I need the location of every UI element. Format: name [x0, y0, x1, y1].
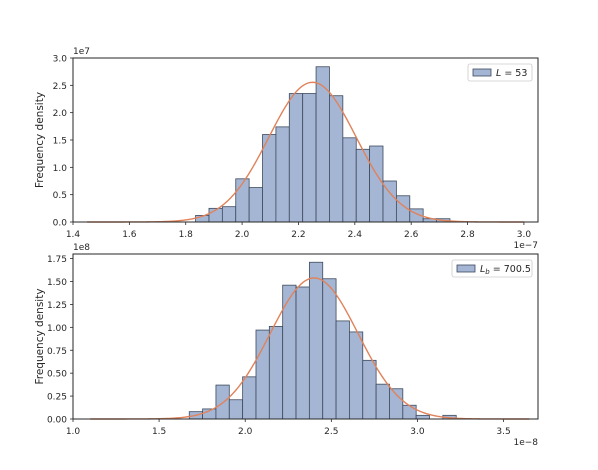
top-histogram-bar-4	[235, 178, 250, 223]
bottom-histogram-bar-17	[402, 404, 417, 420]
top-histogram-bar-6	[262, 134, 277, 223]
bottom-axes-frame	[72, 253, 539, 420]
bottom-histogram-bar-5	[242, 376, 257, 420]
bottom-histogram-bar-15	[375, 383, 390, 420]
top-legend: L = 53	[467, 63, 533, 82]
bottom-y-tick-label: 1.00	[47, 324, 67, 334]
top-x-tick-label: 2.0	[235, 230, 250, 240]
bottom-histogram-bar-13	[349, 331, 364, 420]
top-x-offset-label: 1e−7	[513, 241, 538, 251]
bottom-x-offset-label: 1e−8	[513, 438, 538, 448]
top-histogram-bar-12	[342, 137, 357, 223]
bottom-legend-label: Lb = 700.5	[480, 264, 531, 276]
bottom-y-tick-label: 0.50	[47, 370, 67, 380]
top-histogram-bar-5	[248, 187, 263, 223]
top-y-tick-label: 0.0	[53, 219, 68, 229]
top-x-tick-label: 1.6	[122, 230, 137, 240]
top-legend-box	[467, 63, 533, 82]
top-x-tick-label: 2.8	[460, 230, 475, 240]
bottom-histogram-bar-16	[389, 388, 404, 420]
top-histogram-bar-8	[288, 93, 304, 223]
top-y-tick-label: 1.5	[53, 137, 67, 147]
bottom-histogram-bar-14	[362, 359, 377, 420]
bottom-y-tick-label: 0.75	[47, 347, 67, 357]
bottom-histogram-bar-12	[335, 320, 350, 420]
bottom-y-tick-label: 1.50	[47, 278, 67, 288]
top-subplot: 0.0 0.5 1.0 1.5 2.0 2.5 3.0 1.4 1.6 1.8 2.0 2.2 2.4…	[34, 47, 539, 251]
bottom-histogram-bar-10	[308, 261, 324, 420]
top-histogram-bar-9	[302, 93, 317, 223]
top-x-tick-label: 2.4	[348, 230, 363, 240]
top-legend-swatch	[472, 68, 492, 77]
bottom-histogram-bar-6	[255, 329, 270, 420]
top-x-tick-label: 1.4	[66, 230, 81, 240]
bottom-y-tick-label: 1.75	[47, 255, 67, 265]
bottom-legend-swatch	[456, 264, 476, 273]
top-histogram-bars	[195, 66, 451, 223]
bottom-legend-box	[451, 259, 533, 278]
top-histogram-bar-7	[275, 126, 290, 223]
top-axes-frame	[72, 57, 539, 223]
bottom-y-tick-label: 0.00	[47, 416, 67, 426]
bottom-histogram-bars	[188, 261, 457, 420]
bottom-x-tick-label: 2.5	[324, 427, 338, 437]
bottom-histogram-bar-7	[268, 326, 284, 420]
top-x-tick-label: 3.0	[517, 230, 532, 240]
top-histogram-bar-3	[221, 206, 237, 223]
bottom-histogram-bar-9	[295, 286, 310, 420]
bottom-x-tick-label: 1.5	[152, 427, 166, 437]
bottom-y-axis-label: Frequency density	[34, 288, 46, 384]
top-x-tick-label: 1.8	[179, 230, 194, 240]
top-y-offset-label: 1e7	[73, 47, 90, 57]
top-x-tick-label: 2.6	[404, 230, 419, 240]
bottom-x-tick-label: 1.0	[66, 427, 81, 437]
bottom-histogram-bar-4	[228, 399, 244, 420]
top-y-tick-label: 0.5	[53, 191, 67, 201]
bottom-y-tick-label: 1.25	[47, 301, 67, 311]
top-histogram-bar-11	[329, 95, 344, 223]
bottom-histogram-bar-11	[322, 278, 337, 420]
top-legend-label: L = 53	[496, 68, 527, 79]
bottom-histogram-bar-18	[415, 414, 430, 420]
top-y-axis-label: Frequency density	[34, 92, 46, 188]
top-y-tick-label: 2.0	[53, 109, 68, 119]
top-x-tick-label: 2.2	[291, 230, 305, 240]
bottom-y-offset-label: 1e8	[73, 243, 90, 253]
bottom-subplot: 0.00 0.25 0.50 0.75 1.00 1.25 1.50 1.75 1.0 1.5 2…	[34, 243, 539, 448]
bottom-y-tick-label: 0.25	[47, 393, 67, 403]
bottom-x-tick-label: 3.5	[496, 427, 510, 437]
bottom-x-tick-label: 2.0	[238, 427, 253, 437]
top-y-tick-label: 1.0	[53, 164, 68, 174]
top-y-tick-label: 3.0	[53, 55, 68, 65]
top-y-tick-label: 2.5	[53, 82, 67, 92]
bottom-legend: Lb = 700.5	[451, 259, 533, 278]
bottom-x-tick-label: 3.0	[410, 427, 425, 437]
top-histogram-bar-14	[369, 145, 384, 223]
